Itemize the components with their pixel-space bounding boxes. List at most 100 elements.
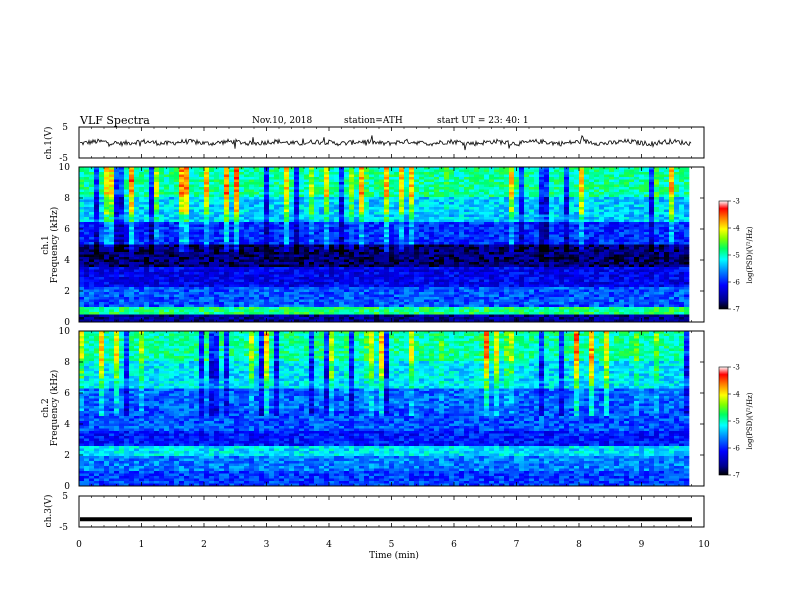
spectrogram-cell bbox=[89, 237, 95, 240]
spectrogram-cell bbox=[294, 182, 300, 185]
spectrogram-cell bbox=[364, 222, 370, 225]
spectrogram-cell bbox=[84, 194, 90, 198]
spectrogram-cell bbox=[504, 204, 510, 208]
spectrogram-cell bbox=[299, 184, 305, 188]
spectrogram-cell bbox=[584, 232, 590, 235]
spectrogram-cell bbox=[444, 219, 450, 223]
spectrogram-cell bbox=[679, 174, 685, 178]
spectrogram-cell bbox=[564, 212, 570, 215]
spectrogram-cell bbox=[684, 239, 690, 243]
spectrogram-cell bbox=[349, 219, 355, 223]
spectrogram-cell bbox=[599, 204, 605, 208]
spectrogram-cell bbox=[349, 174, 355, 178]
spectrogram-cell bbox=[464, 177, 470, 180]
spectrogram-cell bbox=[669, 247, 675, 250]
spectrogram-cell bbox=[679, 199, 685, 203]
spectrogram-cell bbox=[549, 259, 555, 263]
spectrogram-cell bbox=[434, 167, 440, 170]
spectrogram-cell bbox=[599, 177, 605, 180]
spectrogram-cell bbox=[224, 189, 230, 193]
spectrogram-cell bbox=[489, 247, 495, 250]
spectrogram-cell bbox=[489, 229, 495, 233]
spectrogram-cell bbox=[199, 169, 205, 173]
spectrogram-cell bbox=[389, 214, 395, 218]
spectrogram-cell bbox=[199, 167, 205, 170]
spectrogram-cell bbox=[544, 259, 550, 263]
spectrogram-cell bbox=[139, 244, 145, 248]
spectrogram-cell bbox=[479, 182, 485, 185]
spectrogram-cell bbox=[294, 224, 300, 228]
spectrogram-cell bbox=[459, 189, 465, 193]
spectrogram-cell bbox=[464, 234, 470, 238]
spectrogram-cell bbox=[394, 212, 400, 215]
spectrogram-cell bbox=[554, 199, 560, 203]
spectrogram-cell bbox=[499, 249, 505, 253]
spectrogram-cell bbox=[139, 252, 145, 255]
spectrogram-cell bbox=[544, 179, 550, 183]
spectrogram-cell bbox=[534, 207, 540, 210]
spectrogram-cell bbox=[549, 199, 555, 203]
spectrogram-cell bbox=[124, 209, 130, 213]
spectrogram-cell bbox=[514, 249, 520, 253]
spectrogram-cell bbox=[649, 257, 655, 260]
spectrogram-cell bbox=[529, 212, 535, 215]
spectrogram-cell bbox=[479, 229, 485, 233]
spectrogram-cell bbox=[669, 182, 675, 185]
spectrogram-cell bbox=[389, 244, 395, 248]
spectrogram-cell bbox=[324, 257, 330, 260]
spectrogram-cell bbox=[649, 242, 655, 245]
spectrogram-cell bbox=[494, 194, 500, 198]
spectrogram-cell bbox=[369, 262, 375, 265]
spectrogram-cell bbox=[659, 189, 665, 193]
spectrogram-cell bbox=[419, 187, 425, 190]
spectrogram-cell bbox=[214, 249, 220, 253]
spectrogram-cell bbox=[649, 172, 655, 175]
spectrogram-cell bbox=[124, 207, 130, 210]
spectrogram-cell bbox=[154, 247, 160, 250]
spectrogram-cell bbox=[239, 267, 245, 270]
spectrogram-cell bbox=[354, 172, 360, 175]
spectrogram-cell bbox=[399, 217, 405, 220]
spectrogram-cell bbox=[439, 262, 445, 265]
spectrogram-cell bbox=[104, 229, 110, 233]
spectrogram-cell bbox=[144, 222, 150, 225]
spectrogram-cell bbox=[524, 239, 530, 243]
spectrogram-cell bbox=[344, 234, 350, 238]
spectrogram-cell bbox=[539, 239, 545, 243]
spectrogram-cell bbox=[419, 249, 425, 253]
spectrogram-cell bbox=[549, 222, 555, 225]
spectrogram-cell bbox=[229, 192, 235, 195]
spectrogram-cell bbox=[119, 234, 125, 238]
spectrogram-cell bbox=[454, 192, 460, 195]
spectrogram-cell bbox=[464, 247, 470, 250]
spectrogram-cell bbox=[229, 184, 235, 188]
spectrogram-cell bbox=[144, 259, 150, 263]
spectrogram-cell bbox=[194, 184, 200, 188]
spectrogram-cell bbox=[469, 202, 475, 205]
spectrogram-cell bbox=[144, 234, 150, 238]
spectrogram-cell bbox=[349, 197, 355, 200]
spectrogram-cell bbox=[579, 169, 585, 173]
spectrogram-cell bbox=[474, 182, 480, 185]
spectrogram-cell bbox=[204, 202, 210, 205]
spectrogram-cell bbox=[594, 199, 600, 203]
spectrogram-cell bbox=[79, 199, 85, 203]
spectrogram-cell bbox=[149, 244, 155, 248]
spectrogram-cell bbox=[209, 207, 215, 210]
spectrogram-cell bbox=[224, 239, 230, 243]
spectrogram-cell bbox=[214, 202, 220, 205]
spectrogram-cell bbox=[249, 217, 255, 220]
spectrogram-cell bbox=[519, 194, 525, 198]
spectrogram-cell bbox=[644, 179, 650, 183]
spectrogram-cell bbox=[309, 207, 315, 210]
spectrogram-cell bbox=[659, 174, 665, 178]
spectrogram-cell bbox=[194, 237, 200, 240]
spectrogram-cell bbox=[669, 239, 675, 243]
spectrogram-cell bbox=[514, 237, 520, 240]
spectrogram-cell bbox=[134, 202, 140, 205]
spectrogram-cell bbox=[304, 237, 310, 240]
spectrogram-cell bbox=[329, 229, 335, 233]
spectrogram-cell bbox=[134, 172, 140, 175]
spectrogram-cell bbox=[554, 177, 560, 180]
spectrogram-cell bbox=[569, 249, 575, 253]
